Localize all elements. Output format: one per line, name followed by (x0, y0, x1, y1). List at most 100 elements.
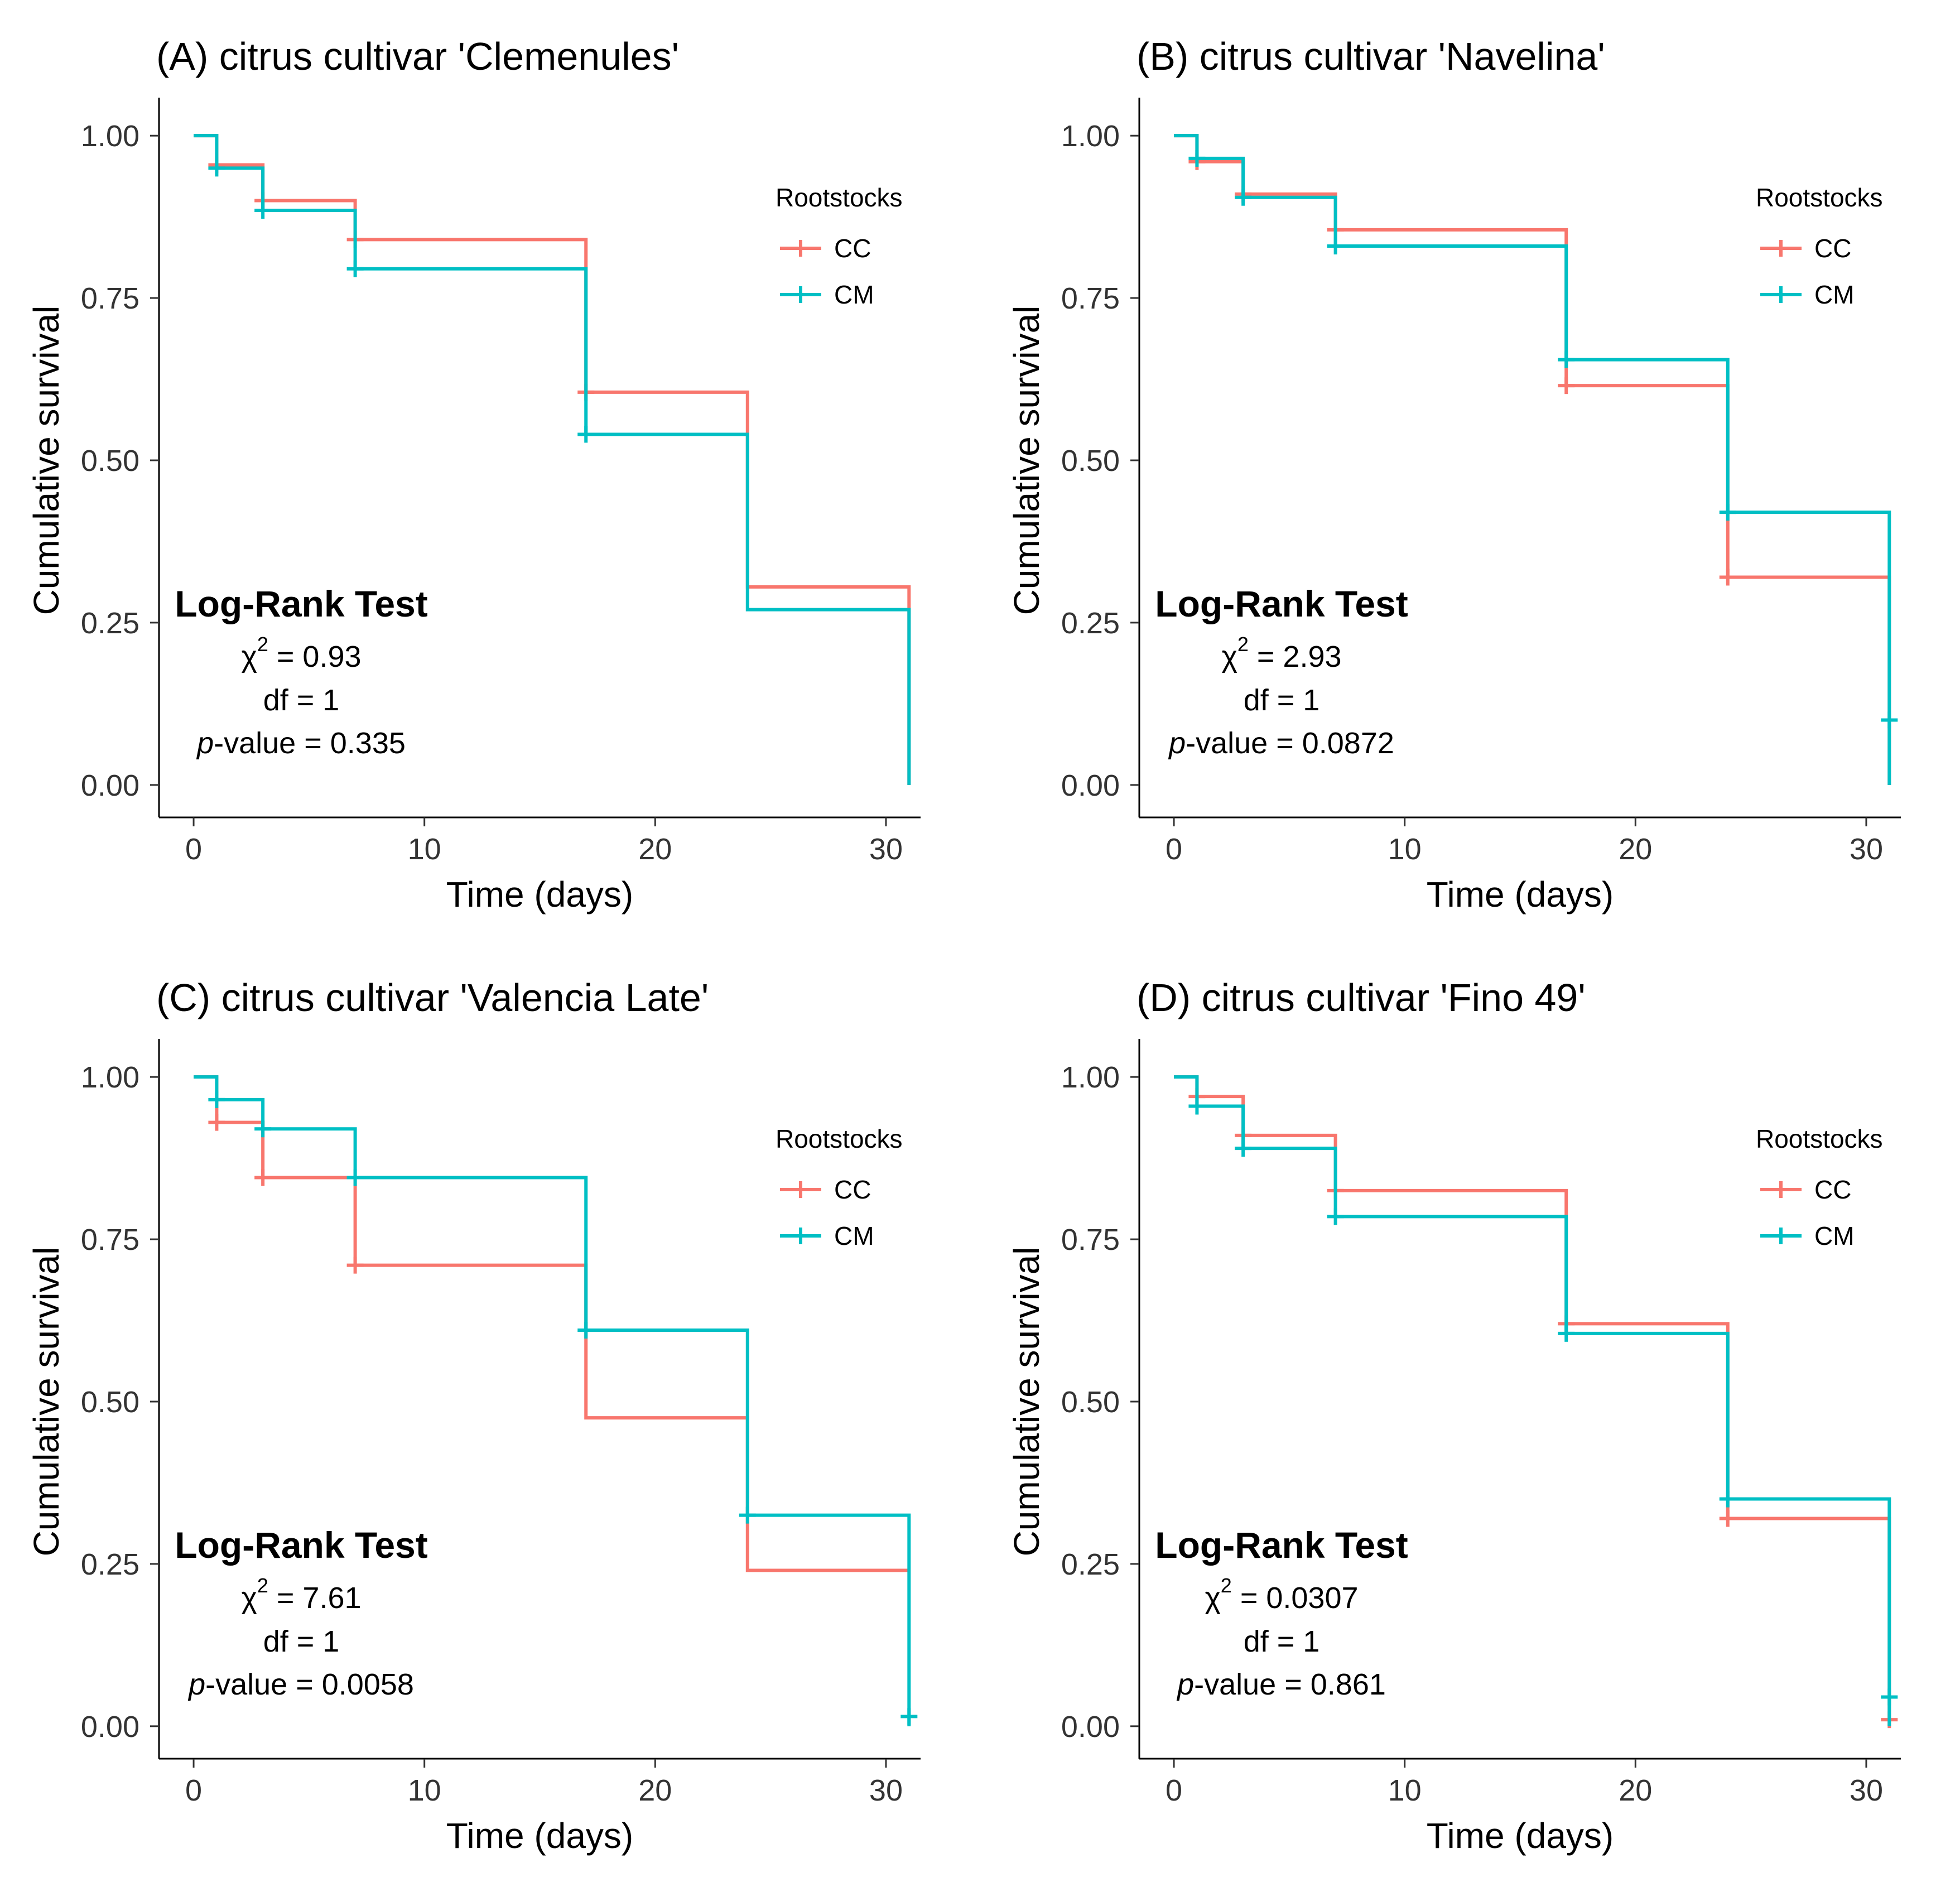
y-tick-label-d: 0.25 (1061, 1548, 1120, 1581)
p-value: p-value = 0.861 (1176, 1668, 1386, 1701)
chi-symbol: χ (1205, 1581, 1220, 1615)
y-tick-label-a: 0.25 (81, 607, 139, 640)
x-tick-label-b: 20 (1619, 832, 1652, 866)
legend-label-cc: CC (1814, 1175, 1851, 1204)
p-symbol: p (1168, 726, 1186, 760)
legend-label-cm: CM (834, 280, 874, 309)
legend-label-cc: CC (834, 234, 871, 263)
chart-svg-b: (B) citrus cultivar 'Navelina' 0 10 20 30 0.0… (1007, 35, 1901, 914)
censor-mark-cm-d (1881, 1688, 1898, 1706)
y-axis-label-a: Cumulative survival (26, 306, 66, 615)
legend-title: Rootstocks (1756, 183, 1883, 212)
logrank-heading: Log-Rank Test (175, 583, 427, 624)
y-tick-label-a: 0.50 (81, 444, 139, 478)
y-tick-label-d: 1.00 (1061, 1061, 1120, 1094)
censor-mark-cm-a (254, 202, 272, 219)
chart-title-c: (C) citrus cultivar 'Valencia Late' (156, 976, 709, 1019)
chi-value: = 0.93 (268, 640, 362, 673)
censor-mark-cm-a (346, 260, 364, 277)
x-axis-label-b: Time (days) (1427, 874, 1614, 914)
chi-symbol: χ (241, 640, 257, 673)
chart-panel-d: (D) citrus cultivar 'Fino 49' 0 10 20 30 0.00… (980, 941, 1960, 1882)
y-tick-label-c: 0.25 (81, 1548, 139, 1581)
y-tick-label-b: 1.00 (1061, 119, 1120, 153)
y-tick-label-b: 0.50 (1061, 444, 1120, 478)
logrank-heading: Log-Rank Test (1155, 1524, 1408, 1566)
logrank-heading: Log-Rank Test (1155, 583, 1408, 624)
censor-mark-cc-b (1719, 569, 1736, 586)
chart-svg-a: (A) citrus cultivar 'Clemenules' 0 10 20 30 0… (26, 35, 921, 914)
x-tick-label-a: 30 (869, 832, 903, 866)
censor-mark-cm-d (1719, 1490, 1736, 1508)
legend-label-cm: CM (1814, 280, 1855, 309)
chi-value: = 2.93 (1249, 640, 1342, 673)
y-tick-label-c: 1.00 (81, 1061, 139, 1094)
censor-mark-cc-c (208, 1114, 225, 1131)
y-tick-label-c: 0.00 (81, 1710, 139, 1744)
x-tick-label-d: 30 (1850, 1774, 1883, 1807)
censor-mark-cm-d (1188, 1098, 1206, 1115)
legend-title: Rootstocks (776, 1124, 903, 1153)
x-tick-label-b: 30 (1850, 832, 1883, 866)
legend-d: Rootstocks CC CM (1756, 1124, 1883, 1250)
censor-mark-cm-b (1719, 504, 1736, 521)
y-tick-label-a: 0.75 (81, 282, 139, 315)
censor-mark-cc-c (346, 1257, 364, 1274)
censor-mark-cm-d (1327, 1208, 1344, 1225)
censor-mark-cm-b (1558, 351, 1575, 368)
chart-title-a: (A) citrus cultivar 'Clemenules' (156, 35, 679, 78)
legend-c: Rootstocks CC CM (776, 1124, 903, 1250)
y-tick-label-d: 0.00 (1061, 1710, 1120, 1744)
logrank-stats-b: Log-Rank Test χ2 = 2.93 df = 1 p-value = 0.… (1155, 583, 1408, 760)
legend-label-cm: CM (834, 1221, 874, 1250)
y-axis-label-b: Cumulative survival (1007, 306, 1047, 615)
censor-mark-cm-c (346, 1169, 364, 1186)
chi-value: = 0.0307 (1232, 1581, 1359, 1615)
legend-title: Rootstocks (1756, 1124, 1883, 1153)
chi-power: 2 (257, 633, 268, 656)
censor-mark-cm-b (1327, 238, 1344, 254)
degrees-of-freedom: df = 1 (263, 684, 340, 717)
legend-b: Rootstocks CC CM (1756, 183, 1883, 309)
legend-label-cm: CM (1814, 1221, 1855, 1250)
censor-mark-cc-c (254, 1169, 272, 1186)
chart-title-d: (D) citrus cultivar 'Fino 49' (1136, 976, 1586, 1019)
chart-title-b: (B) citrus cultivar 'Navelina' (1136, 35, 1605, 78)
p-rest: -value = 0.0058 (205, 1668, 414, 1701)
y-tick-label-d: 0.50 (1061, 1385, 1120, 1419)
censor-mark-cm-a (208, 160, 225, 177)
y-tick-label-b: 0.00 (1061, 769, 1120, 802)
y-tick-label-c: 0.75 (81, 1223, 139, 1257)
legend-a: Rootstocks CC CM (776, 183, 903, 309)
p-rest: -value = 0.335 (214, 726, 406, 760)
y-tick-label-c: 0.50 (81, 1385, 139, 1419)
chart-panel-c: (C) citrus cultivar 'Valencia Late' 0 10 20… (0, 941, 980, 1882)
y-tick-label-b: 0.75 (1061, 282, 1120, 315)
y-axis-label-d: Cumulative survival (1007, 1247, 1047, 1557)
censor-mark-cm-d (1235, 1140, 1252, 1157)
censor-mark-cm-c (577, 1322, 595, 1339)
p-value: p-value = 0.0058 (187, 1668, 414, 1701)
x-tick-label-b: 10 (1388, 832, 1422, 866)
chi-value: = 7.61 (268, 1581, 362, 1615)
x-tick-label-d: 10 (1388, 1774, 1422, 1807)
chart-panel-b: (B) citrus cultivar 'Navelina' 0 10 20 30 0.0… (980, 0, 1960, 941)
legend-label-cc: CC (1814, 234, 1851, 263)
censor-mark-cm-c (739, 1506, 756, 1524)
censor-mark-cc-b (1558, 377, 1575, 394)
legend-title: Rootstocks (776, 183, 903, 212)
degrees-of-freedom: df = 1 (1244, 684, 1320, 717)
x-tick-label-d: 20 (1619, 1774, 1652, 1807)
chart-panel-a: (A) citrus cultivar 'Clemenules' 0 10 20 30 0… (0, 0, 980, 941)
censor-mark-cc-d (1719, 1510, 1736, 1527)
x-tick-label-c: 10 (408, 1774, 441, 1807)
x-tick-label-b: 0 (1166, 832, 1182, 866)
censor-mark-cm-c (900, 1708, 918, 1725)
y-tick-label-b: 0.25 (1061, 607, 1120, 640)
p-rest: -value = 0.861 (1194, 1668, 1386, 1701)
y-tick-label-a: 1.00 (81, 119, 139, 153)
logrank-stats-a: Log-Rank Test χ2 = 0.93 df = 1 p-value = 0.… (175, 583, 427, 760)
p-rest: -value = 0.0872 (1186, 726, 1394, 760)
legend-label-cc: CC (834, 1175, 871, 1204)
logrank-stats-d: Log-Rank Test χ2 = 0.0307 df = 1 p-value = … (1155, 1524, 1408, 1701)
